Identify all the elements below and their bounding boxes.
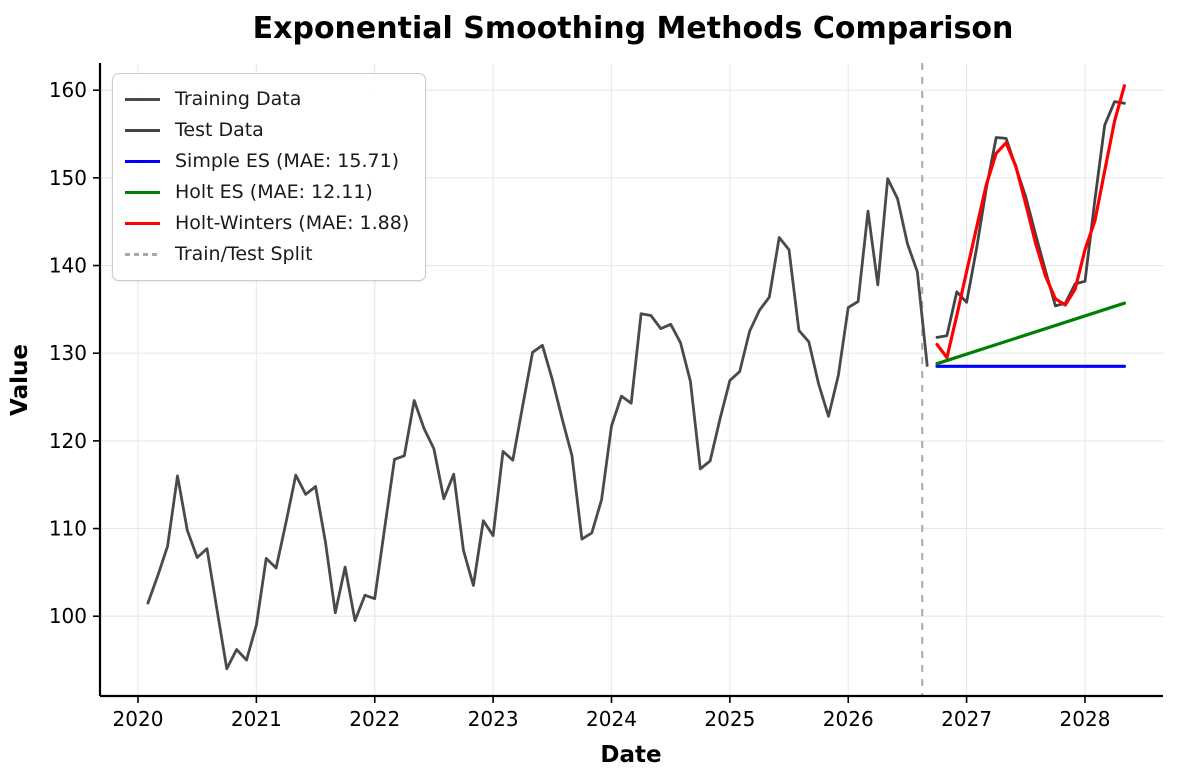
legend-label: Train/Test Split [175,243,313,265]
x-tick-label: 2025 [704,707,755,731]
chart-title: Exponential Smoothing Methods Comparison [253,11,1014,46]
y-tick-label: 140 [49,254,87,278]
legend-label: Holt-Winters (MAE: 1.88) [175,212,410,234]
x-tick-label: 2027 [941,707,992,731]
data-series [146,63,1127,696]
training-line-swatch [125,97,160,102]
legend-label: Holt ES (MAE: 12.11) [175,181,373,203]
legend: Training Data Test Data Simple ES (MAE: … [112,73,427,281]
x-tick-label: 2020 [113,707,164,731]
legend-item-holt-winters: Holt-Winters (MAE: 1.88) [125,208,409,239]
y-axis-label: Value [7,344,33,416]
legend-item-train-test-split: Train/Test Split [125,239,409,270]
series-line-1 [935,100,1126,339]
series-line-3 [935,301,1127,366]
legend-item-simple-es: Simple ES (MAE: 15.71) [125,146,409,177]
x-tick-label: 2023 [468,707,519,731]
series-line-0 [146,177,929,671]
x-tick-label: 2021 [231,707,282,731]
legend-label: Test Data [175,119,264,141]
y-tick-label: 160 [49,78,87,102]
x-tick-label: 2026 [823,707,874,731]
axes: 2020 2021 2022 2023 2024 2025 2026 2027 2028 100 1… [49,63,1163,731]
series-line-4 [935,84,1127,360]
y-tick-label: 150 [49,166,87,190]
test-line-swatch [125,128,160,133]
legend-item-training-data: Training Data [125,84,409,115]
legend-label: Training Data [175,88,302,110]
holt-es-line-swatch [125,190,160,195]
x-tick-label: 2024 [586,707,637,731]
y-tick-label: 100 [49,604,87,628]
y-tick-label: 120 [49,429,87,453]
legend-item-test-data: Test Data [125,115,409,146]
split-line-swatch [125,253,160,256]
holt-winters-line-swatch [125,221,160,226]
x-tick-label: 2028 [1060,707,1111,731]
x-tick-label: 2022 [349,707,400,731]
y-tick-label: 110 [49,517,87,541]
simple-es-line-swatch [125,159,160,164]
legend-label: Simple ES (MAE: 15.71) [175,150,400,172]
x-axis-label: Date [600,742,661,768]
y-tick-label: 130 [49,341,87,365]
legend-item-holt-es: Holt ES (MAE: 12.11) [125,177,409,208]
